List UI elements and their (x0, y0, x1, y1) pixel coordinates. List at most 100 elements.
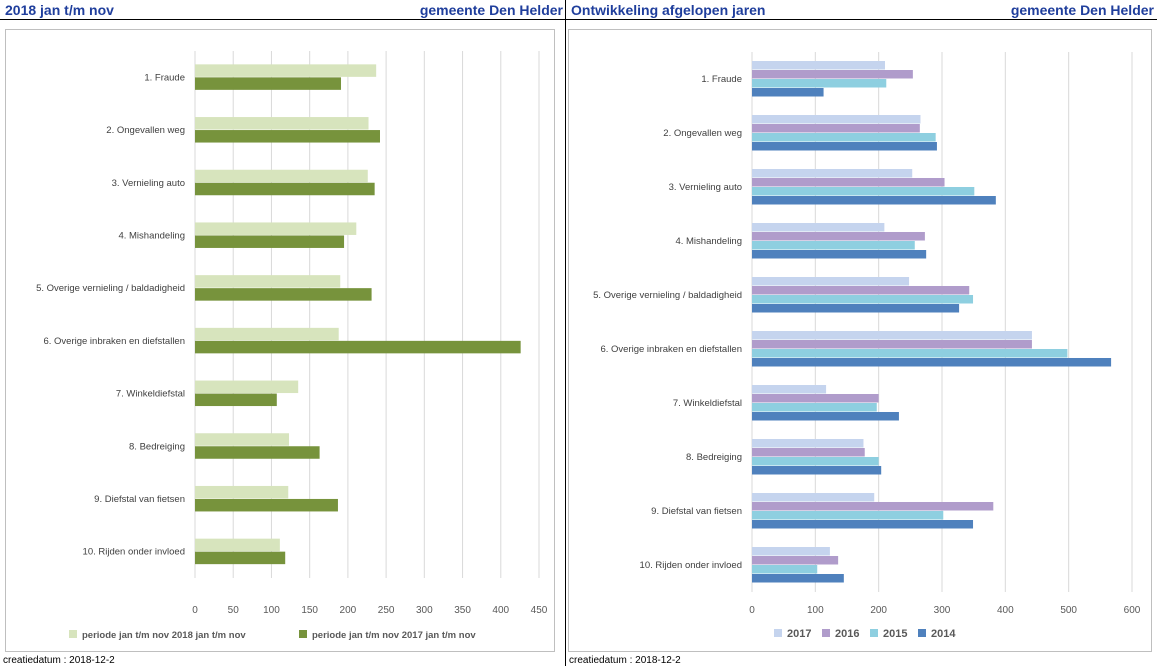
x-tick-label: 300 (934, 605, 951, 616)
bar-2018 (195, 538, 280, 552)
bar-2015 (752, 241, 915, 250)
bar-2017 (195, 288, 372, 301)
bar-2016 (752, 178, 945, 187)
bar-2015 (752, 565, 818, 574)
right-panel: Ontwikkeling afgelopen jaren gemeente De… (566, 0, 1157, 666)
bar-2016 (752, 448, 865, 457)
right-created-date: creatiedatum : 2018-12-2 (569, 655, 681, 666)
x-tick-label: 150 (301, 605, 318, 616)
bar-2015 (752, 295, 974, 304)
category-label: 4. Mishandeling (675, 236, 742, 247)
x-tick-label: 200 (870, 605, 887, 616)
bar-2017 (195, 130, 380, 143)
bar-2017 (195, 77, 342, 90)
bar-2016 (752, 340, 1032, 349)
category-label: 5. Overige vernieling / baldadigheid (593, 290, 742, 301)
bar-2017 (195, 393, 277, 407)
bar-2018 (195, 64, 377, 77)
bar-2014 (752, 466, 882, 475)
right-chart-area: 0 100 200 300 400 500 600 1. Fraude 2. Ongevalle… (568, 29, 1152, 652)
x-tick-label: 200 (340, 605, 357, 616)
bar-2015 (752, 187, 975, 196)
right-municipality: gemeente Den Helder (1010, 2, 1154, 18)
category-label: 2. Ongevallen weg (106, 125, 185, 136)
category-label: 1. Fraude (701, 74, 742, 85)
left-created-date: creatiedatum : 2018-12-2 (3, 655, 115, 666)
bar-2015 (752, 403, 877, 412)
bar-2015 (752, 79, 887, 88)
left-chart-area: 0 50 100 150 200 250 300 350 400 450 1. Fraude 2. O… (5, 29, 555, 652)
x-tick-label: 100 (807, 605, 824, 616)
left-title: 2018 jan t/m nov (5, 2, 114, 18)
bar-2014 (752, 358, 1112, 367)
bar-2016 (752, 556, 839, 565)
bar-2018 (195, 433, 290, 446)
bar-2014 (752, 304, 960, 313)
bar-2017 (752, 115, 921, 124)
bar-2016 (752, 232, 925, 241)
x-tick-label: 500 (1060, 605, 1077, 616)
category-label: 8. Bedreiging (686, 452, 742, 463)
category-label: 3. Vernieling auto (669, 182, 742, 193)
bar-2016 (752, 124, 920, 133)
x-tick-label: 400 (997, 605, 1014, 616)
bar-2017 (195, 182, 375, 196)
left-panel: 2018 jan t/m nov gemeente Den Helder 0 50… (0, 0, 566, 666)
x-tick-label: 350 (454, 605, 471, 616)
right-chart: 0 100 200 300 400 500 600 1. Fraude 2. Ongevalle… (593, 52, 1141, 640)
x-tick-label: 250 (378, 605, 395, 616)
legend-swatch-2017 (299, 630, 307, 638)
bar-2015 (752, 349, 1068, 358)
bar-2014 (752, 412, 899, 421)
category-label: 9. Diefstal van fietsen (651, 506, 742, 517)
x-tick-label: 450 (531, 605, 548, 616)
legend-label-2017: 2017 (787, 628, 811, 640)
legend-swatch-2018 (69, 630, 77, 638)
bar-2017 (752, 331, 1032, 340)
bar-2017 (752, 277, 910, 286)
legend-label-2016: 2016 (835, 628, 859, 640)
bar-2017 (195, 235, 345, 248)
bar-2016 (752, 394, 879, 403)
bar-2017 (195, 498, 338, 512)
bar-2014 (752, 196, 996, 205)
bar-2017 (195, 446, 320, 459)
category-label: 10. Rijden onder invloed (640, 560, 742, 571)
category-label: 10. Rijden onder invloed (83, 547, 185, 558)
bar-2018 (195, 275, 341, 288)
category-label: 2. Ongevallen weg (663, 128, 742, 139)
bar-2014 (752, 142, 937, 151)
x-tick-label: 400 (492, 605, 509, 616)
bar-2017 (752, 439, 864, 448)
category-label: 6. Overige inbraken en diefstallen (600, 344, 742, 355)
legend-swatch-2017 (774, 629, 782, 637)
legend-label-2018: periode jan t/m nov 2018 jan t/m nov (82, 630, 246, 641)
bar-2018 (195, 327, 339, 341)
bar-2017 (752, 493, 875, 502)
category-label: 6. Overige inbraken en diefstallen (43, 336, 185, 347)
category-label: 3. Vernieling auto (112, 178, 185, 189)
bar-2014 (752, 88, 824, 97)
category-label: 1. Fraude (144, 72, 185, 83)
bar-2014 (752, 250, 927, 259)
bar-2016 (752, 502, 994, 511)
bar-2014 (752, 574, 844, 583)
x-tick-label: 0 (192, 605, 198, 616)
bar-2016 (752, 286, 970, 295)
bar-2017 (752, 385, 827, 394)
legend-swatch-2016 (822, 629, 830, 637)
x-tick-label: 600 (1124, 605, 1141, 616)
bar-2017 (195, 551, 286, 565)
bar-2017 (752, 169, 913, 178)
x-tick-label: 0 (749, 605, 755, 616)
bar-2017 (752, 547, 830, 556)
x-tick-label: 300 (416, 605, 433, 616)
left-header: 2018 jan t/m nov gemeente Den Helder (0, 0, 566, 20)
bar-2017 (752, 61, 885, 70)
panel-divider (565, 0, 566, 666)
bar-2018 (195, 380, 299, 394)
bar-2018 (195, 222, 357, 235)
bar-2017 (752, 223, 885, 232)
category-label: 7. Winkeldiefstal (673, 398, 742, 409)
left-chart: 0 50 100 150 200 250 300 350 400 450 1. Fraude 2. O… (36, 51, 548, 641)
